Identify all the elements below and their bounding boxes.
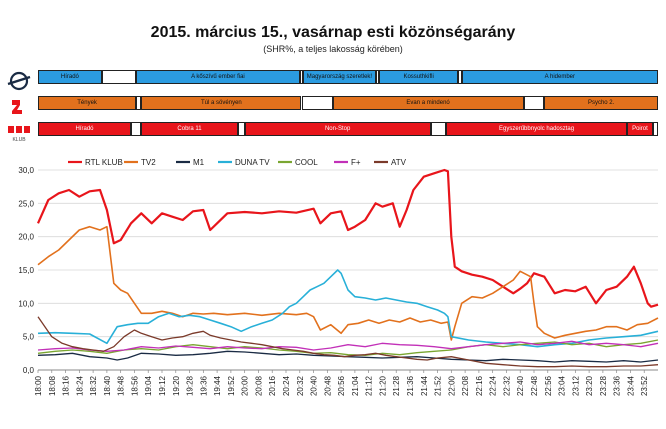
program-block-m1 [136,96,142,110]
program-block-rtl: Híradó [38,122,131,136]
series-line-rtl-klub [36,168,659,308]
series-line-f- [37,340,659,352]
chart-subtitle: (SHR%, a teljes lakosság körében) [263,44,403,54]
x-tick-label: 22:00 [447,375,456,396]
program-block-m1 [523,96,545,110]
program-block-tv2 [375,70,379,84]
x-tick-label: 18:08 [48,375,57,396]
program-block-rtl: Cobra 11 [141,122,238,136]
x-tick-label: 23:36 [613,375,622,396]
legend-label: ATV [391,158,407,167]
program-block-tv2: A kőszívű ember fiai [136,70,300,84]
x-tick-label: 21:36 [406,375,415,396]
x-tick-label: 19:52 [227,375,236,396]
x-tick-label: 20:00 [241,375,250,396]
x-tick-label: 18:40 [103,375,112,396]
x-tick-label: 18:48 [117,375,126,396]
program-block-tv2 [299,70,304,84]
rtl-klub-logo-icon: KLUB [8,126,30,143]
y-tick-label: 20,0 [18,233,34,242]
legend-label: DUNA TV [235,158,270,167]
program-block-tv2: Híradó [38,70,102,84]
x-tick-label: 23:20 [585,375,594,396]
program-block-rtl [652,122,658,136]
y-tick-label: 15,0 [18,266,34,275]
program-block-m1: Tények [38,96,137,110]
program-block-rtl [237,122,245,136]
x-tick-label: 20:40 [310,375,319,396]
program-block-m1: Psycho 2. [544,96,658,110]
y-tick-label: 10,0 [18,299,34,308]
x-tick-label: 20:48 [323,375,332,396]
tv2-logo-icon [7,71,31,91]
x-tick-label: 21:52 [434,375,443,396]
program-block-m1 [301,96,333,110]
x-tick-label: 22:16 [475,375,484,396]
x-tick-label: 19:28 [186,375,195,396]
program-block-tv2: Magyarország szeretlek! [303,70,376,84]
y-tick-label: 0,0 [23,366,35,375]
x-tick-label: 19:36 [199,375,208,396]
legend-label: COOL [295,158,318,167]
x-tick-label: 18:24 [75,375,84,396]
x-tick-label: 22:24 [489,375,498,396]
x-tick-label: 20:56 [337,375,346,396]
program-block-rtl [131,122,142,136]
x-tick-label: 23:04 [558,375,567,396]
program-block-rtl [430,122,447,136]
x-tick-label: 22:48 [530,375,539,396]
program-block-rtl: Poirot [627,122,653,136]
legend-label: RTL KLUB [85,158,123,167]
x-tick-label: 22:08 [461,375,470,396]
legend-label: F+ [351,158,361,167]
x-tick-label: 23:28 [599,375,608,396]
x-tick-label: 19:04 [144,375,153,396]
x-tick-label: 21:44 [420,375,429,396]
x-tick-label: 21:12 [365,375,374,396]
y-tick-label: 25,0 [18,199,34,208]
x-tick-label: 22:56 [544,375,553,396]
x-tick-label: 18:00 [34,375,43,396]
program-block-tv2: A hidember [461,70,658,84]
x-tick-label: 22:40 [516,375,525,396]
program-block-tv2 [458,70,462,84]
y-tick-label: 5,0 [23,333,35,342]
svg-text:KLUB: KLUB [12,137,26,143]
x-tick-label: 21:20 [378,375,387,396]
x-tick-label: 20:24 [282,375,291,396]
m1-logo-icon [12,100,22,114]
x-tick-label: 19:20 [172,375,181,396]
x-tick-label: 19:12 [158,375,167,396]
program-block-m1: Evan a mindenó [332,96,524,110]
program-block-rtl: Non-Stop [244,122,431,136]
x-tick-label: 23:12 [571,375,580,396]
y-tick-label: 30,0 [18,166,34,175]
series-line-tv2 [37,225,659,341]
legend-label: TV2 [141,158,156,167]
x-tick-label: 18:56 [130,375,139,396]
x-tick-label: 18:16 [62,375,71,396]
program-block-tv2 [101,70,137,84]
x-tick-label: 22:32 [502,375,511,396]
x-tick-label: 21:28 [392,375,401,396]
x-tick-label: 20:16 [268,375,277,396]
legend-label: M1 [193,158,205,167]
x-tick-label: 18:32 [89,375,98,396]
program-block-rtl: Egyszerűbbnyolc hadosztag [446,122,627,136]
chart-title: 2015. március 15., vasárnap esti közönsé… [150,24,516,41]
x-tick-label: 23:44 [626,375,635,396]
x-tick-label: 20:08 [254,375,263,396]
x-tick-label: 20:32 [296,375,305,396]
series-line-cool [37,339,659,356]
x-tick-label: 21:04 [351,375,360,396]
x-tick-label: 23:52 [640,375,649,396]
x-tick-label: 19:44 [213,375,222,396]
program-block-m1: Túl a sövényen [141,96,302,110]
program-block-tv2: Kossuthkifli [379,70,459,84]
series-line-atv [37,316,659,368]
